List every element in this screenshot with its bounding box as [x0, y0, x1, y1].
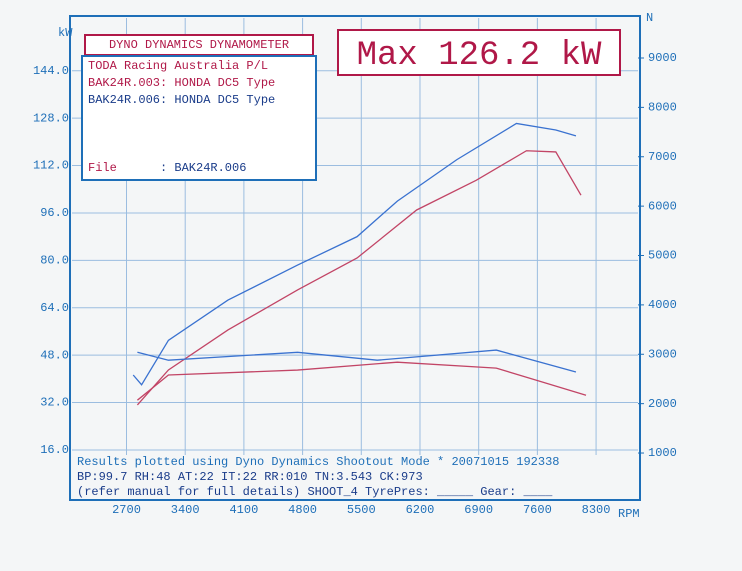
footer-line: Results plotted using Dyno Dynamics Shoo… — [77, 455, 559, 469]
x-tick-label: 2700 — [112, 503, 141, 517]
x-tick-label: 8300 — [582, 503, 611, 517]
footer-line: BP:99.7 RH:48 AT:22 IT:22 RR:010 TN:3.54… — [77, 470, 423, 484]
file-label: File — [88, 161, 117, 175]
y-tick-label: 80.0 — [40, 254, 69, 268]
info-line: TODA Racing Australia P/L — [88, 59, 268, 73]
y2-tick-label: 3000 — [648, 347, 677, 361]
y2-tick-label: 9000 — [648, 51, 677, 65]
x-tick-label: 5500 — [347, 503, 376, 517]
x-axis-label: RPM — [618, 507, 640, 521]
y-axis-label: kW — [58, 26, 73, 40]
info-line: BAK24R.003: HONDA DC5 Type — [88, 76, 275, 90]
y2-tick-label: 4000 — [648, 298, 677, 312]
data-line — [136, 150, 582, 406]
x-tick-label: 6200 — [406, 503, 435, 517]
y-tick-label: 96.0 — [40, 206, 69, 220]
x-tick-label: 4800 — [288, 503, 317, 517]
y2-tick-label: 6000 — [648, 199, 677, 213]
x-tick-label: 3400 — [171, 503, 200, 517]
file-value: : BAK24R.006 — [160, 161, 246, 175]
info-line: BAK24R.006: HONDA DC5 Type — [88, 93, 275, 107]
data-line — [137, 349, 577, 373]
y-tick-label: 112.0 — [33, 159, 69, 173]
y2-tick-label: 7000 — [648, 150, 677, 164]
y2-tick-label: 2000 — [648, 397, 677, 411]
plot-frame — [69, 15, 641, 501]
footer-line: (refer manual for full details) SHOOT_4 … — [77, 485, 553, 499]
info-box — [81, 55, 317, 181]
headline: Max 126.2 kW — [357, 37, 602, 75]
y-tick-label: 64.0 — [40, 301, 69, 315]
y2-tick-label: 1000 — [648, 446, 677, 460]
y2-tick-label: 8000 — [648, 101, 677, 115]
y2-axis-label: N — [646, 11, 653, 25]
x-tick-label: 7600 — [523, 503, 552, 517]
chart-title: DYNO DYNAMICS DYNAMOMETER — [109, 38, 289, 52]
y-tick-label: 144.0 — [33, 64, 69, 78]
x-tick-label: 4100 — [229, 503, 258, 517]
y-tick-label: 32.0 — [40, 396, 69, 410]
y-tick-label: 48.0 — [40, 348, 69, 362]
y-tick-label: 16.0 — [40, 443, 69, 457]
data-line — [132, 122, 577, 386]
data-line — [136, 361, 587, 401]
headline-box — [337, 29, 621, 76]
footer-box — [72, 456, 638, 498]
y-tick-label: 128.0 — [33, 111, 69, 125]
y2-tick-label: 5000 — [648, 249, 677, 263]
x-tick-label: 6900 — [464, 503, 493, 517]
